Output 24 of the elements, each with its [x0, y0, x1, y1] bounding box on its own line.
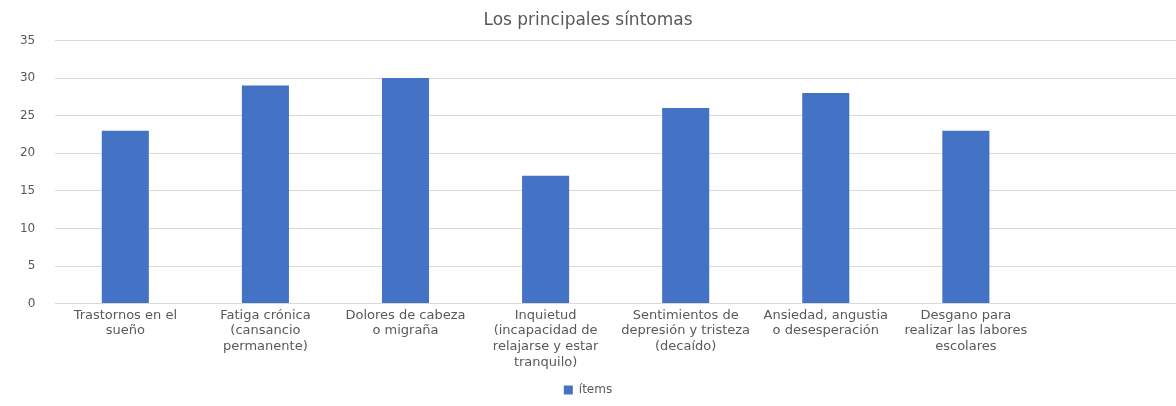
y-tick-label: 10 — [19, 220, 36, 235]
y-tick-label: 25 — [19, 107, 36, 122]
y-tick-label: 35 — [19, 32, 36, 47]
bar — [662, 108, 710, 304]
y-tick-label: 15 — [19, 182, 36, 197]
bar — [942, 130, 990, 304]
chart-title: Los principales síntomas — [483, 8, 693, 29]
x-tick-label: Dolores de cabeza o migraña — [345, 306, 466, 338]
bar — [381, 78, 430, 304]
y-tick-label: 0 — [27, 295, 36, 310]
bar — [802, 93, 850, 304]
y-tick-label: 20 — [19, 145, 36, 160]
bar — [101, 130, 149, 304]
x-tick-label: Ansiedad, angustia o desesperación — [763, 306, 888, 338]
x-tick-label: Desgano para realizar las labores escolares — [904, 306, 1028, 353]
y-tick-label: 5 — [27, 258, 36, 273]
bar — [522, 175, 570, 304]
legend-label: ítems — [578, 382, 613, 397]
x-tick-label: Sentimientos de depresión y tristeza (decaído) — [621, 306, 751, 353]
y-tick-label: 30 — [19, 70, 36, 85]
x-tick-label: Inquietud (incapacidad de relajarse y estar tranquilo) — [492, 306, 599, 369]
x-tick-label: Trastornos en el sueño — [72, 306, 177, 338]
x-tick-label: Fatiga crónica (cansancio permanente) — [220, 306, 311, 353]
bar — [241, 85, 289, 304]
